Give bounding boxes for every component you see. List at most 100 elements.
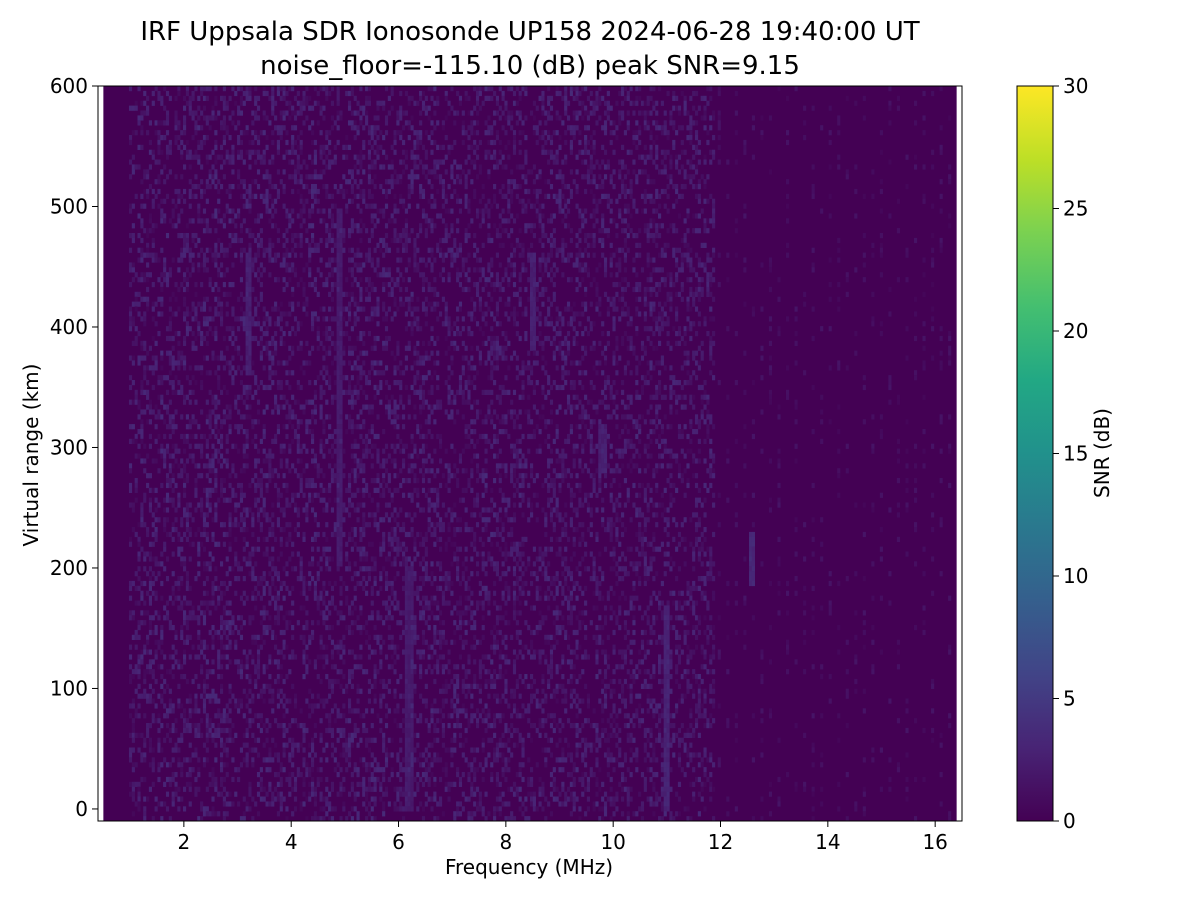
heatmap-cell xyxy=(131,732,135,738)
heatmap-cell xyxy=(251,286,255,293)
heatmap-cell xyxy=(299,482,303,489)
heatmap-cell xyxy=(171,747,175,753)
heatmap-cell xyxy=(276,674,280,680)
heatmap-cell xyxy=(217,438,221,444)
heatmap-cell xyxy=(384,282,389,288)
heatmap-cell xyxy=(248,247,252,253)
heatmap-cell xyxy=(339,654,343,660)
heatmap-cell xyxy=(399,801,403,807)
heatmap-cell xyxy=(211,174,215,180)
heatmap-cell xyxy=(242,296,246,302)
heatmap-cell xyxy=(131,723,135,729)
heatmap-cell xyxy=(302,208,306,214)
heatmap-cell xyxy=(285,414,289,420)
heatmap-cell xyxy=(222,742,226,748)
heatmap-cell xyxy=(336,213,340,219)
heatmap-cell xyxy=(191,345,195,351)
heatmap-cell xyxy=(146,453,150,459)
heatmap-cell xyxy=(248,688,252,694)
heatmap-cell xyxy=(165,762,170,768)
heatmap-cell xyxy=(362,625,366,631)
heatmap-cell xyxy=(330,595,335,601)
heatmap-cell xyxy=(393,487,397,493)
heatmap-cell xyxy=(330,727,335,734)
heatmap-cell xyxy=(333,664,337,670)
heatmap-cell xyxy=(396,350,400,356)
heatmap-cell xyxy=(404,713,408,719)
heatmap-cell xyxy=(387,517,391,523)
heatmap-cell xyxy=(291,634,295,640)
heatmap-cell xyxy=(151,590,155,596)
heatmap-cell xyxy=(259,237,263,244)
heatmap-cell xyxy=(373,649,377,655)
heatmap-cell xyxy=(171,757,175,763)
heatmap-cell xyxy=(256,659,261,665)
heatmap-cell xyxy=(296,443,300,449)
heatmap-cell xyxy=(177,664,181,670)
heatmap-cell xyxy=(137,732,141,738)
heatmap-cell xyxy=(325,154,329,160)
heatmap-cell xyxy=(200,282,204,288)
heatmap-cell xyxy=(399,272,403,278)
heatmap-cell xyxy=(339,335,343,342)
heatmap-cell xyxy=(168,698,172,704)
heatmap-cell xyxy=(313,580,317,587)
heatmap-cell xyxy=(225,438,229,444)
heatmap-cell xyxy=(367,257,372,263)
heatmap-cell xyxy=(148,683,153,689)
heatmap-cell xyxy=(208,115,212,121)
heatmap-cell xyxy=(322,443,326,449)
heatmap-cell xyxy=(191,375,195,381)
heatmap-cell xyxy=(276,409,280,415)
heatmap-cell xyxy=(362,776,366,783)
heatmap-cell xyxy=(219,482,224,489)
heatmap-cell xyxy=(151,688,155,694)
heatmap-cell xyxy=(353,664,357,670)
heatmap-cell xyxy=(336,473,340,479)
heatmap-cell xyxy=(157,179,161,185)
heatmap-cell xyxy=(339,262,343,268)
heatmap-cell xyxy=(208,370,212,376)
heatmap-cell xyxy=(202,301,207,307)
heatmap-cell xyxy=(291,233,295,239)
heatmap-cell xyxy=(183,639,187,645)
heatmap-cell xyxy=(299,443,303,449)
heatmap-cell xyxy=(308,350,312,356)
heatmap-cell xyxy=(146,228,150,234)
heatmap-cell xyxy=(365,669,369,675)
heatmap-cell xyxy=(208,723,212,729)
heatmap-cell xyxy=(265,767,269,773)
heatmap-cell xyxy=(248,571,252,577)
heatmap-cell xyxy=(342,306,346,312)
heatmap-cell xyxy=(296,767,300,773)
heatmap-cell xyxy=(171,502,175,508)
heatmap-cell xyxy=(367,169,372,175)
heatmap-cell xyxy=(390,90,394,97)
heatmap-cell xyxy=(402,478,406,484)
heatmap-cell xyxy=(339,291,343,297)
heatmap-cell xyxy=(137,556,141,562)
heatmap-cell xyxy=(148,345,153,351)
heatmap-cell xyxy=(316,267,320,273)
heatmap-cell xyxy=(131,203,135,209)
heatmap-cell xyxy=(339,306,343,312)
heatmap-cell xyxy=(404,218,408,224)
heatmap-cell xyxy=(336,727,340,734)
heatmap-cell xyxy=(319,144,323,150)
heatmap-cell xyxy=(299,193,303,199)
heatmap-cell xyxy=(328,384,332,391)
heatmap-cell xyxy=(316,120,320,126)
heatmap-cell xyxy=(404,546,408,552)
heatmap-cell xyxy=(202,487,207,493)
heatmap-cell xyxy=(128,747,133,753)
heatmap-cell xyxy=(214,144,218,150)
heatmap-cell xyxy=(131,737,135,743)
heatmap-cell xyxy=(214,693,218,699)
heatmap-cell xyxy=(379,546,383,552)
heatmap-cell xyxy=(185,522,189,528)
heatmap-cell xyxy=(160,698,164,704)
heatmap-cell xyxy=(137,634,141,640)
heatmap-cell xyxy=(251,576,255,582)
heatmap-cell xyxy=(274,659,278,665)
heatmap-cell xyxy=(268,218,272,224)
